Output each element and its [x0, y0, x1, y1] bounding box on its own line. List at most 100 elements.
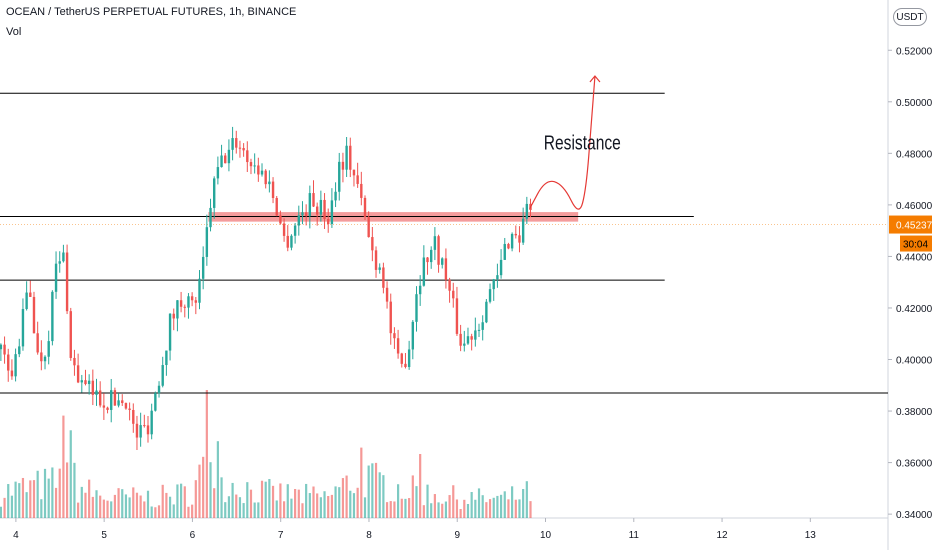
- volume-bar: [282, 501, 286, 518]
- volume-bar: [290, 498, 293, 518]
- candle: [73, 349, 76, 376]
- candle-body: [213, 178, 216, 208]
- candle: [117, 393, 120, 408]
- candle-body: [474, 330, 477, 340]
- candle-body: [51, 291, 54, 342]
- candle-body: [157, 385, 161, 394]
- volume-bar: [437, 502, 440, 518]
- candle-body: [139, 425, 142, 438]
- volume-bar: [139, 495, 142, 518]
- volume-bar: [249, 489, 253, 518]
- volume-bar: [110, 501, 113, 518]
- candle-body: [7, 354, 10, 371]
- volume-bar: [205, 390, 208, 518]
- candle-body: [54, 263, 58, 292]
- candle: [14, 348, 17, 382]
- candle-body: [301, 212, 304, 216]
- candle-body: [128, 408, 131, 410]
- candle: [168, 313, 172, 361]
- candle-body: [95, 390, 98, 395]
- candle: [201, 246, 205, 290]
- candle-body: [319, 199, 323, 215]
- candle: [426, 257, 429, 275]
- volume-bar: [88, 479, 91, 518]
- volume-bar: [371, 463, 374, 518]
- volume-bar: [32, 480, 36, 518]
- volume-bar: [7, 484, 10, 518]
- candle: [165, 350, 168, 376]
- candle: [84, 369, 87, 386]
- candle-body: [21, 309, 25, 347]
- volume-indicator-label[interactable]: Vol: [6, 26, 22, 38]
- candle-body: [293, 225, 297, 236]
- candle: [477, 323, 481, 337]
- volume-bar: [308, 493, 311, 518]
- volume-bar: [172, 504, 175, 518]
- volume-bar: [216, 441, 219, 518]
- volume-bar: [183, 486, 186, 518]
- volume-bar: [312, 486, 315, 518]
- candle: [290, 234, 293, 251]
- candle-body: [275, 197, 278, 216]
- volume-bar: [253, 502, 256, 518]
- candle-body: [356, 175, 359, 184]
- candle: [301, 201, 304, 225]
- volume-bar: [382, 475, 385, 518]
- candle-body: [430, 249, 433, 263]
- candle: [150, 403, 153, 440]
- candle: [308, 185, 312, 229]
- candle-body: [521, 218, 525, 243]
- volume-bar: [452, 485, 455, 518]
- volume-bar: [294, 488, 297, 518]
- volume-bar: [385, 502, 389, 518]
- candle-body: [426, 257, 429, 263]
- volume-bar: [463, 499, 466, 518]
- volume-bar: [327, 496, 330, 518]
- candle-body: [264, 170, 267, 185]
- candle-body: [271, 181, 275, 198]
- candle: [437, 234, 440, 273]
- candle: [98, 381, 102, 408]
- candle-body: [25, 292, 28, 310]
- volume-bar: [264, 481, 267, 518]
- currency-button[interactable]: USDT: [893, 8, 927, 26]
- volume-bar: [511, 486, 514, 518]
- candle: [95, 378, 98, 406]
- candle: [249, 158, 253, 175]
- candle: [209, 198, 212, 232]
- candle: [242, 143, 245, 157]
- volume-bar: [396, 484, 400, 518]
- candle: [10, 359, 14, 380]
- candle: [315, 202, 319, 226]
- volume-bar: [260, 480, 264, 518]
- candle: [441, 257, 444, 269]
- candle-body: [257, 165, 260, 175]
- candle: [312, 180, 315, 208]
- volume-bar: [135, 492, 139, 518]
- volume-bar: [330, 494, 333, 518]
- candle-body: [437, 236, 440, 265]
- candle-body: [496, 275, 499, 280]
- volume-bar: [400, 498, 403, 518]
- volume-bar: [238, 497, 242, 518]
- candle-body: [154, 393, 157, 411]
- candle-body: [499, 259, 503, 276]
- candle: [76, 353, 80, 384]
- volume-bar: [0, 506, 2, 518]
- candle-body: [525, 203, 529, 219]
- candle-body: [47, 341, 50, 357]
- y-tick-label: 0.42000: [896, 304, 932, 315]
- candle: [304, 204, 308, 226]
- volume-bar: [415, 486, 418, 518]
- volume-bar: [36, 470, 39, 518]
- candle: [69, 307, 72, 361]
- y-tick-label: 0.38000: [896, 407, 932, 418]
- candle-body: [165, 350, 168, 366]
- candle-body: [190, 296, 194, 301]
- volume-bar: [227, 496, 231, 518]
- candle: [0, 343, 3, 361]
- volume-bar: [481, 495, 484, 518]
- candle-body: [290, 235, 293, 248]
